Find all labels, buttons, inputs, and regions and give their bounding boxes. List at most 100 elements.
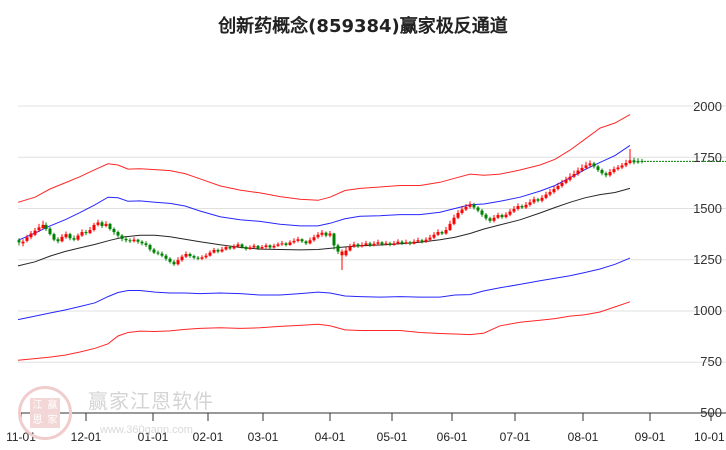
candle xyxy=(540,195,544,203)
candle xyxy=(252,243,256,249)
candle xyxy=(72,235,76,242)
candle xyxy=(576,167,580,176)
candle xyxy=(348,243,352,252)
y-axis-label: 1500 xyxy=(693,201,722,216)
y-axis-label: 750 xyxy=(700,354,722,369)
candle xyxy=(488,216,492,223)
candle xyxy=(176,257,180,266)
candle xyxy=(132,237,136,243)
middle_line-line xyxy=(17,187,631,267)
candle xyxy=(292,238,296,244)
candle xyxy=(25,234,29,243)
candle xyxy=(332,232,336,250)
x-axis-label: 02-01 xyxy=(192,430,224,444)
candle xyxy=(280,240,284,246)
candle xyxy=(37,223,41,233)
x-axis-label: 01-01 xyxy=(137,430,169,444)
seal-char: 恩 xyxy=(32,415,43,426)
candle xyxy=(41,220,45,230)
candle xyxy=(288,240,292,246)
candle xyxy=(624,159,628,168)
candle xyxy=(616,165,620,171)
candle xyxy=(172,260,176,266)
seal-char: 赢 xyxy=(47,400,58,411)
candle xyxy=(452,214,456,226)
candle xyxy=(580,164,584,173)
inner_lower_band-line xyxy=(17,257,631,321)
gridlines xyxy=(18,105,726,363)
candle xyxy=(428,234,432,241)
candle xyxy=(212,247,216,254)
candle xyxy=(144,241,148,248)
candle xyxy=(96,219,100,227)
candle xyxy=(504,212,508,219)
candle xyxy=(224,245,228,251)
candle xyxy=(444,226,448,235)
candle xyxy=(572,170,576,179)
candle xyxy=(376,239,380,246)
seal-char: 家 xyxy=(47,415,58,426)
candle xyxy=(196,256,200,261)
candle xyxy=(232,244,236,250)
candle xyxy=(464,203,468,211)
candle xyxy=(236,242,240,248)
candle xyxy=(548,189,552,197)
candle xyxy=(460,206,464,215)
candle xyxy=(388,241,392,247)
candle xyxy=(392,240,396,246)
x-axis-label: 07-01 xyxy=(499,430,531,444)
candle xyxy=(620,162,624,170)
y-axis-label: 1000 xyxy=(693,303,722,318)
outer_upper_band-line xyxy=(17,114,631,203)
candle xyxy=(296,236,300,243)
candle xyxy=(80,229,84,237)
candle xyxy=(136,238,140,244)
candle xyxy=(76,233,80,241)
candle xyxy=(204,253,208,259)
candle xyxy=(564,176,568,185)
candle xyxy=(300,238,304,243)
candle xyxy=(432,232,436,240)
candle xyxy=(208,250,212,257)
candle xyxy=(268,244,272,250)
candle xyxy=(48,226,52,236)
candle xyxy=(328,231,332,238)
candle xyxy=(536,197,540,203)
candle xyxy=(552,185,556,194)
candle xyxy=(256,244,260,250)
candle xyxy=(420,238,424,244)
candle xyxy=(336,243,340,255)
x-axis-label: 09-01 xyxy=(634,430,666,444)
candle xyxy=(508,208,512,217)
candle xyxy=(284,242,288,247)
candle xyxy=(116,230,120,238)
candle xyxy=(472,202,476,210)
candle xyxy=(228,245,232,250)
candle xyxy=(632,157,636,165)
outer_lower_band-line xyxy=(17,301,631,361)
y-axis-label: 1250 xyxy=(693,252,722,267)
candle xyxy=(200,255,204,261)
candle xyxy=(188,252,192,258)
candle xyxy=(324,231,328,238)
candle xyxy=(492,215,496,223)
candle xyxy=(424,237,428,243)
candle xyxy=(320,230,324,237)
candle xyxy=(448,220,452,232)
candle xyxy=(33,227,37,237)
y-axis-label: 500 xyxy=(700,405,722,420)
channel-bands xyxy=(17,114,631,361)
candle xyxy=(436,229,440,237)
candle xyxy=(260,244,264,250)
candle xyxy=(68,232,72,241)
candle xyxy=(608,169,612,177)
candle xyxy=(104,221,108,228)
candle xyxy=(384,240,388,246)
candle xyxy=(52,232,56,242)
candle xyxy=(272,243,276,249)
candle xyxy=(168,257,172,264)
candle xyxy=(248,245,252,250)
candle xyxy=(408,240,412,246)
candle xyxy=(524,201,528,209)
